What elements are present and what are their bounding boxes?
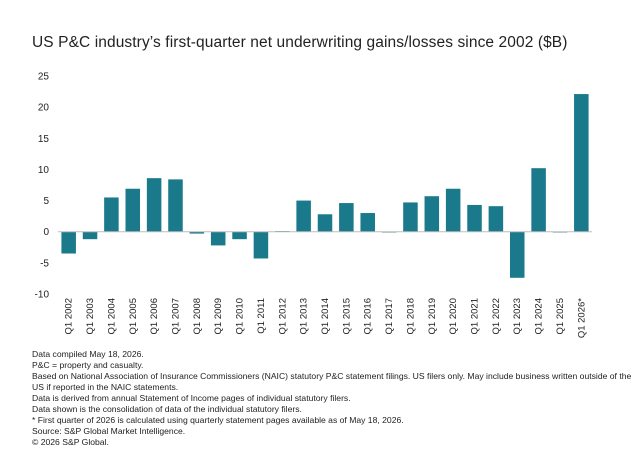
x-tick-label: Q1 2016 <box>363 298 374 334</box>
bar <box>232 231 247 240</box>
note-asterisk: * First quarter of 2026 is calculated us… <box>32 415 404 425</box>
x-tick-label: Q1 2021 <box>470 298 481 334</box>
x-tick-label: Q1 2003 <box>85 298 96 334</box>
x-tick-label: Q1 2014 <box>320 298 331 334</box>
x-tick-label: Q1 2020 <box>448 298 459 334</box>
x-tick-label: Q1 2023 <box>512 298 523 334</box>
x-tick-label: Q1 2017 <box>384 298 395 334</box>
note-data-derivation: Data is derived from annual Statement of… <box>32 393 351 403</box>
x-axis-ticks: Q1 2002 Q1 2003 Q1 2004 Q1 2005 Q1 2006 Q1 20… <box>64 298 588 338</box>
bars <box>61 94 589 278</box>
bar <box>360 213 375 232</box>
x-tick-label: Q1 2008 <box>192 298 203 334</box>
x-tick-label: Q1 2026* <box>576 298 587 338</box>
y-tick-label: -5 <box>40 258 49 269</box>
x-tick-label: Q1 2019 <box>427 298 438 334</box>
x-tick-label: Q1 2006 <box>149 298 160 334</box>
y-axis-ticks: 25 20 15 10 5 0 -5 -10 <box>35 72 50 301</box>
bar <box>210 231 226 246</box>
bar <box>445 188 461 232</box>
x-tick-label: Q1 2011 <box>256 298 267 334</box>
x-tick-label: Q1 2004 <box>106 298 117 334</box>
x-tick-label: Q1 2009 <box>213 298 224 334</box>
bar <box>488 206 504 232</box>
x-tick-label: Q1 2015 <box>341 298 352 334</box>
bar <box>509 231 525 278</box>
bar <box>253 231 269 259</box>
note-naic-basis: Based on National Association of Insuran… <box>32 371 632 392</box>
y-tick-label: -10 <box>35 290 50 301</box>
bar <box>296 200 311 232</box>
footnotes: Data compiled May 18, 2026. P&C = proper… <box>32 349 632 448</box>
y-tick-label: 5 <box>43 196 49 207</box>
y-tick-label: 0 <box>43 227 49 238</box>
bar <box>146 178 162 232</box>
x-tick-label: Q1 2022 <box>491 298 502 334</box>
bar <box>168 179 183 232</box>
bar <box>467 204 482 232</box>
x-tick-label: Q1 2013 <box>299 298 310 334</box>
bar <box>189 231 205 234</box>
note-compiled-date: Data compiled May 18, 2026. <box>32 349 144 359</box>
chart-title: US P&C industry’s first-quarter net unde… <box>32 34 568 51</box>
bar <box>317 214 333 232</box>
x-tick-label: Q1 2025 <box>555 298 566 334</box>
y-tick-label: 20 <box>38 103 50 114</box>
bar <box>125 188 141 232</box>
x-tick-label: Q1 2007 <box>170 298 181 334</box>
note-copyright: © 2026 S&P Global. <box>32 437 109 447</box>
x-tick-label: Q1 2005 <box>128 298 139 334</box>
note-consolidation: Data shown is the consolidation of data … <box>32 404 302 414</box>
bar <box>424 196 440 232</box>
bar <box>574 94 589 232</box>
bar <box>531 168 546 232</box>
y-tick-label: 15 <box>38 134 50 145</box>
bar <box>82 231 98 240</box>
y-tick-label: 25 <box>38 72 50 83</box>
y-tick-label: 10 <box>38 165 50 176</box>
bar <box>104 197 119 232</box>
x-tick-label: Q1 2010 <box>235 298 246 334</box>
bar <box>339 203 354 232</box>
x-tick-label: Q1 2018 <box>405 298 416 334</box>
x-tick-label: Q1 2002 <box>64 298 75 334</box>
note-pc-definition: P&C = property and casualty. <box>32 360 144 370</box>
bar <box>403 202 418 232</box>
x-tick-label: Q1 2024 <box>534 298 545 334</box>
x-tick-label: Q1 2012 <box>277 298 288 334</box>
note-source: Source: S&P Global Market Intelligence. <box>32 426 186 436</box>
bar <box>61 231 76 254</box>
